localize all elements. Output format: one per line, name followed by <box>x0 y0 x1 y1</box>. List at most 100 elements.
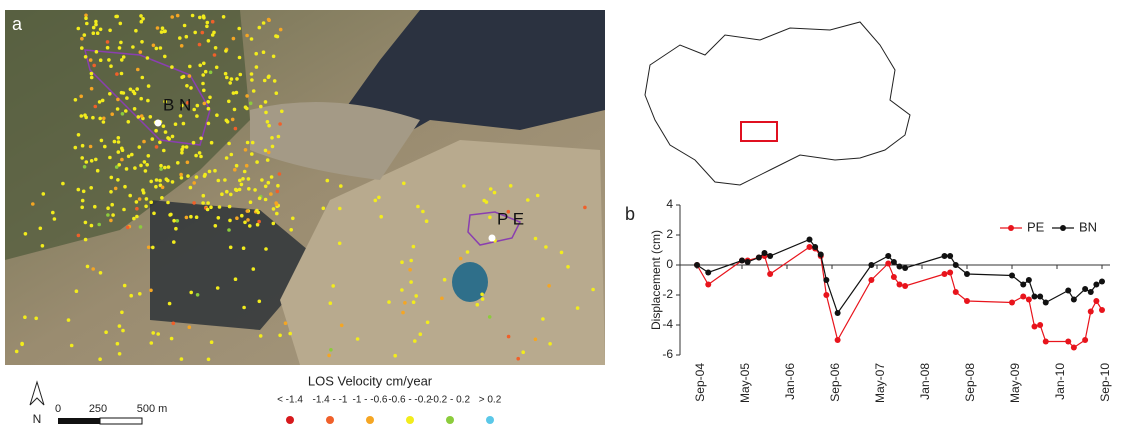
ps-point <box>129 293 133 298</box>
y-tick-label: 2 <box>666 227 673 241</box>
ps-point <box>98 271 103 275</box>
ps-point <box>208 95 212 100</box>
ps-point <box>172 218 176 223</box>
ps-point <box>339 184 343 188</box>
ps-point <box>224 49 228 53</box>
ps-point <box>160 185 165 190</box>
data-point <box>1082 337 1089 343</box>
ps-point <box>89 159 94 163</box>
ps-point <box>239 182 244 187</box>
ps-point <box>119 71 124 76</box>
ps-point <box>225 189 229 194</box>
ps-point <box>179 357 184 361</box>
ps-point <box>109 218 113 223</box>
ps-point <box>94 157 98 162</box>
legend-marker <box>1060 225 1066 231</box>
ps-point <box>83 220 88 225</box>
ps-point <box>158 140 162 145</box>
ps-point <box>146 154 151 158</box>
ps-point <box>106 213 110 217</box>
ps-point <box>278 333 282 338</box>
ps-point <box>80 205 84 210</box>
ps-point <box>220 192 224 196</box>
ps-point <box>180 103 184 108</box>
ps-point <box>103 144 107 149</box>
ps-point <box>191 140 196 145</box>
legend-marker <box>1008 225 1014 231</box>
ps-point <box>533 337 538 342</box>
data-point <box>896 263 903 270</box>
ps-point <box>181 121 186 126</box>
ps-point <box>93 104 98 109</box>
ps-point <box>291 216 295 221</box>
ps-point <box>414 294 419 298</box>
x-tick-label: Jan-10 <box>1053 363 1067 400</box>
data-point <box>1009 299 1015 306</box>
ps-point <box>209 205 213 210</box>
ps-point <box>144 204 148 209</box>
ps-point <box>243 220 247 225</box>
x-tick-label: Sep-08 <box>963 363 977 402</box>
shadow <box>150 200 320 330</box>
ps-point <box>94 22 98 27</box>
ps-point <box>61 181 65 186</box>
x-tick-label: Jan-06 <box>783 363 797 400</box>
ps-point <box>205 20 210 25</box>
ps-point <box>206 121 211 126</box>
ps-point <box>206 201 210 205</box>
ps-point <box>265 158 270 162</box>
ps-point <box>162 29 167 34</box>
ps-point <box>506 334 511 339</box>
data-point <box>1093 298 1100 304</box>
ps-point <box>201 73 205 77</box>
ps-point <box>263 184 268 189</box>
data-point <box>744 259 751 265</box>
ps-point <box>83 113 87 117</box>
data-point <box>755 254 762 261</box>
panel-label: a <box>12 14 23 34</box>
series-line <box>696 238 1103 315</box>
ps-point <box>255 222 260 227</box>
ps-point <box>98 357 102 362</box>
data-point <box>1093 281 1100 288</box>
ps-point <box>199 136 203 141</box>
ps-point <box>257 299 262 304</box>
ps-point <box>184 145 189 149</box>
ps-point <box>403 301 407 305</box>
ps-point <box>128 193 132 198</box>
ps-point <box>163 54 167 59</box>
ps-point <box>89 75 94 80</box>
data-point <box>885 253 892 259</box>
ps-point <box>144 197 149 201</box>
ps-point <box>93 204 97 209</box>
y-tick-label: -4 <box>662 317 673 331</box>
ps-point <box>246 177 251 181</box>
data-point <box>941 271 948 277</box>
ps-point <box>91 115 95 120</box>
ps-point <box>102 116 106 121</box>
ps-point <box>275 34 280 39</box>
data-point <box>947 253 954 259</box>
ps-point <box>559 250 564 255</box>
ps-point <box>138 225 143 229</box>
ps-point <box>187 325 192 330</box>
ps-point <box>108 155 112 160</box>
ps-point <box>121 328 125 333</box>
ridge <box>280 140 605 365</box>
ps-point <box>231 91 236 95</box>
legend-label: BN <box>1079 219 1097 234</box>
ps-point <box>41 192 46 196</box>
ps-point <box>264 110 268 115</box>
ps-point <box>137 145 142 149</box>
ps-point <box>276 134 281 139</box>
y-tick-label: 0 <box>666 257 673 271</box>
ps-point <box>409 280 413 284</box>
ps-point <box>69 343 74 348</box>
ps-point <box>135 214 139 219</box>
data-point <box>1031 293 1038 300</box>
ps-point <box>139 163 143 168</box>
ps-point <box>245 94 249 98</box>
ps-point <box>113 186 118 191</box>
ps-point <box>411 300 416 305</box>
legend-swatch <box>486 416 494 424</box>
